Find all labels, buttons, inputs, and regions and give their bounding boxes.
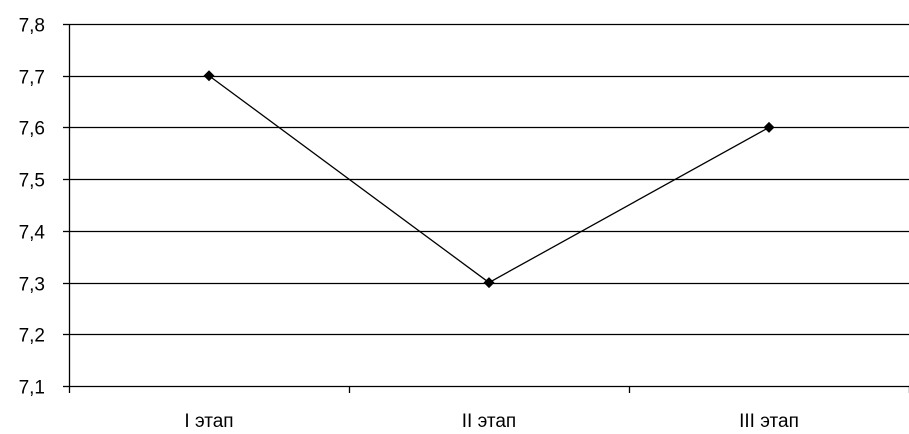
data-point-marker — [483, 277, 495, 289]
y-tick-label: 7,5 — [19, 171, 45, 192]
x-axis-ticks: I этап II этап III этап — [68, 386, 909, 432]
y-tick-label: 7,7 — [19, 68, 45, 89]
x-tick-label: II этап — [462, 411, 516, 432]
data-point-marker — [203, 70, 215, 82]
y-axis-ticks: 7,1 7,2 7,3 7,4 7,5 7,6 7,7 7,8 — [19, 16, 69, 399]
x-tick-label: III этап — [739, 411, 799, 432]
y-tick-label: 7,6 — [19, 119, 45, 140]
y-tick-label: 7,1 — [19, 378, 45, 399]
y-tick-label: 7,8 — [19, 16, 45, 37]
series-markers — [203, 70, 775, 289]
y-tick-label: 7,2 — [19, 326, 45, 347]
data-point-marker — [763, 121, 775, 133]
x-tick-label: I этап — [184, 411, 233, 432]
axes — [68, 24, 909, 388]
y-tick-label: 7,3 — [19, 275, 45, 296]
y-tick-label: 7,4 — [19, 223, 46, 244]
